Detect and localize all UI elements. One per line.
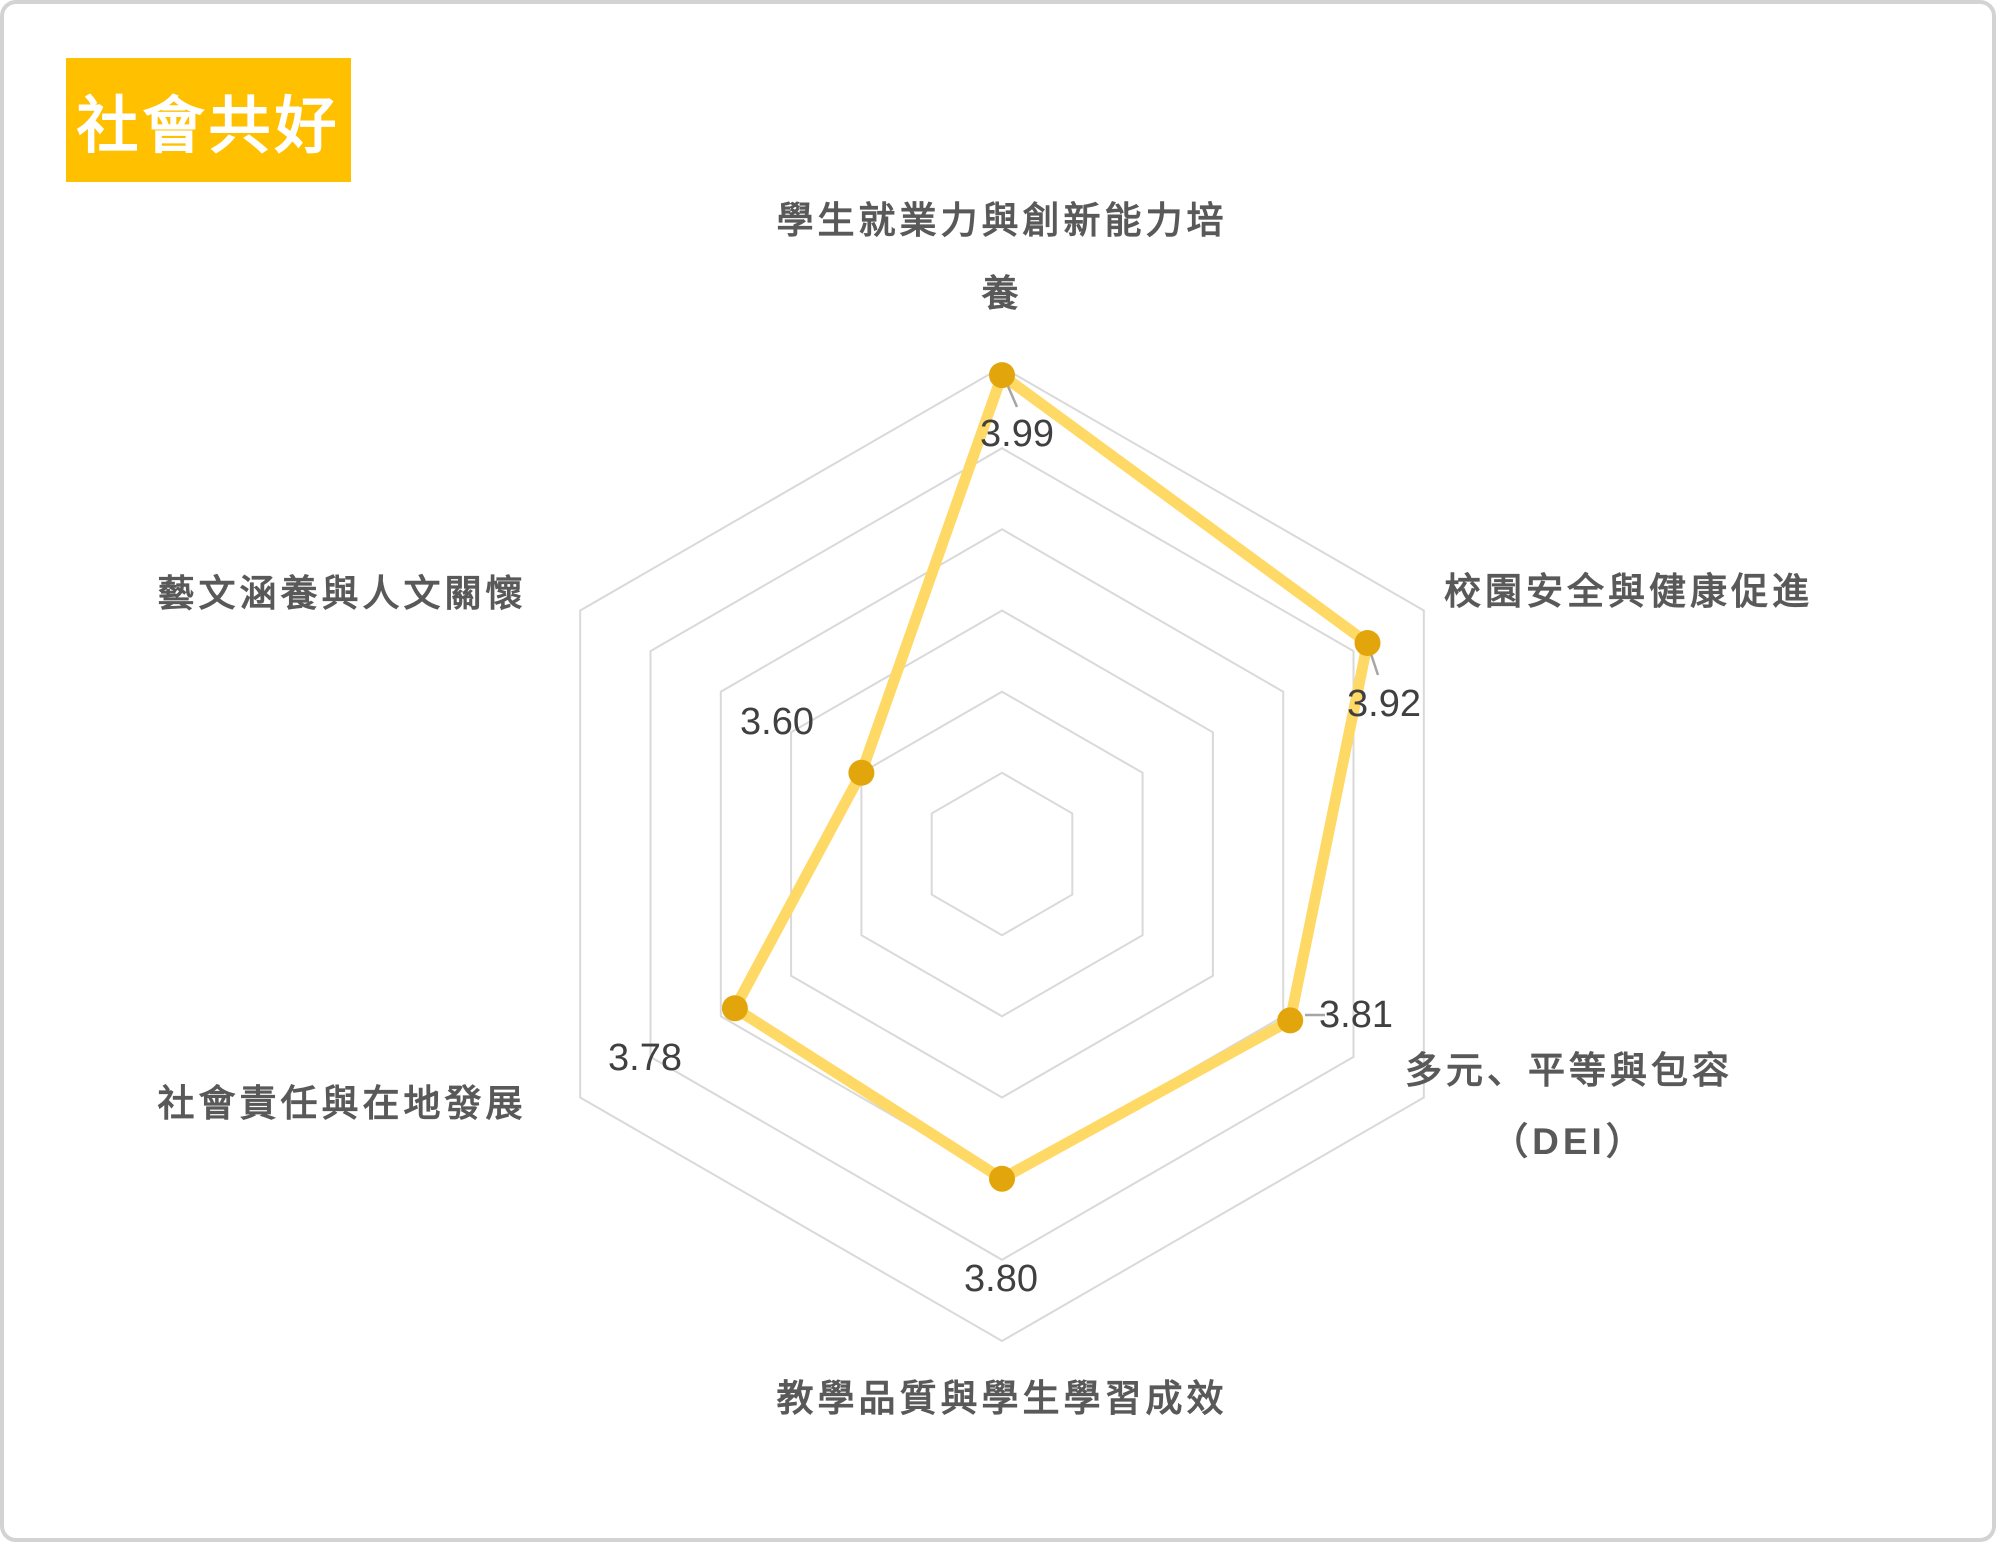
- grid-ring-2: [860, 690, 1144, 1018]
- category-label-lower-right: 多元、平等與包容（DEI）: [1405, 1050, 1733, 1162]
- category-label-lower-left: 社會責任與在地發展: [157, 1083, 527, 1124]
- category-label-bottom: 教學品質與學生學習成效: [776, 1378, 1228, 1419]
- grid-ring-1: [930, 771, 1074, 937]
- radar-chart: [579, 362, 1425, 1343]
- value-label-upper-right: 3.92: [1347, 683, 1421, 725]
- title-badge-label: 社會共好: [76, 92, 341, 161]
- data-point-marker-0: [989, 362, 1015, 389]
- value-label-top: 3.99: [980, 413, 1054, 455]
- value-label-lower-right: 3.81: [1319, 994, 1393, 1036]
- data-series-polygon: [729, 369, 1373, 1185]
- data-point-marker-1: [1354, 630, 1381, 656]
- grid-ring-4: [719, 528, 1285, 1180]
- category-label-top: 學生就業力與創新能力培養: [776, 200, 1228, 314]
- data-point-marker-4: [721, 995, 748, 1022]
- value-label-upper-left: 3.60: [740, 701, 814, 743]
- data-point-marker-5: [848, 759, 875, 786]
- data-point-marker-2: [1277, 1007, 1304, 1034]
- title-badge: 社會共好: [66, 58, 351, 182]
- grid-ring-3: [790, 609, 1214, 1099]
- data-point-marker-3: [989, 1165, 1015, 1192]
- grid-ring-6: [579, 365, 1425, 1343]
- grid-ring-5: [649, 447, 1355, 1261]
- category-label-upper-left: 藝文涵養與人文關懷: [157, 573, 527, 614]
- category-label-upper-right: 校園安全與健康促進: [1444, 571, 1813, 612]
- value-label-bottom: 3.80: [964, 1258, 1038, 1300]
- value-label-lower-left: 3.78: [608, 1037, 682, 1079]
